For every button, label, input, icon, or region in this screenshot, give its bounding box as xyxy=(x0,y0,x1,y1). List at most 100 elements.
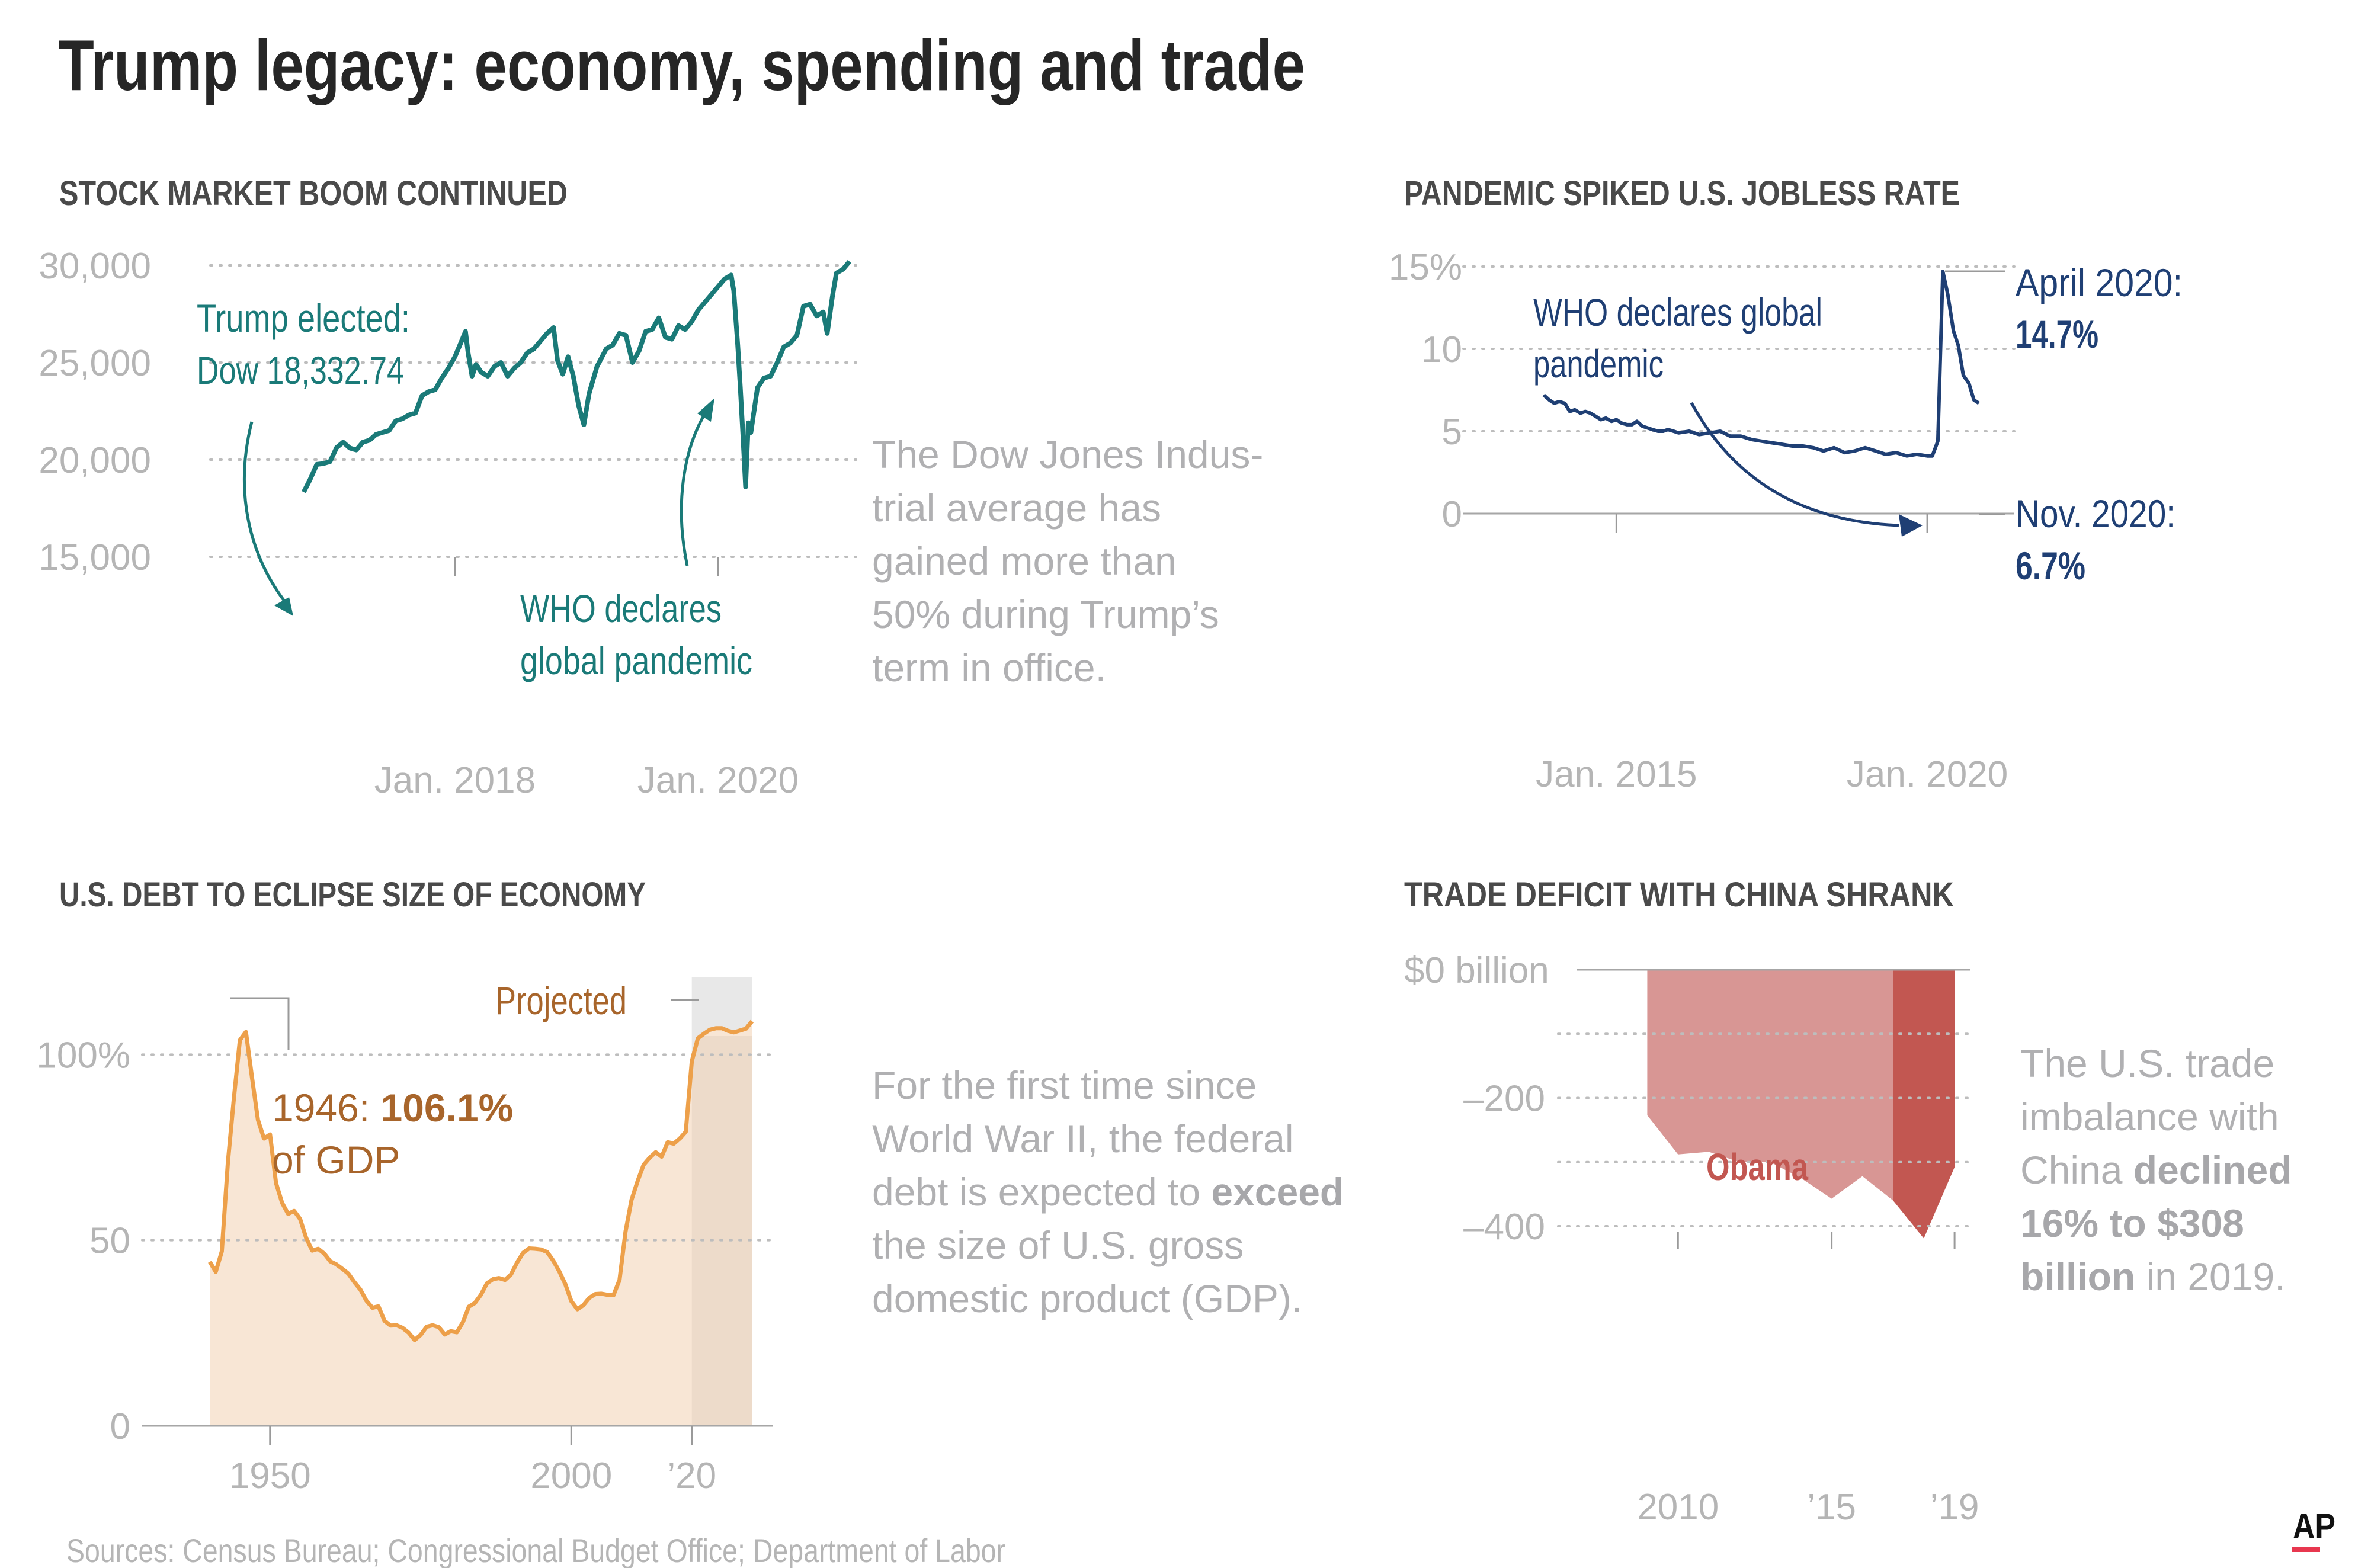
x-tick-label: ’19 xyxy=(1930,1487,1979,1528)
y-tick-label: 10 xyxy=(1421,329,1462,370)
description-text: 50% during Trump’s xyxy=(872,592,1219,636)
description-text: debt is expected to xyxy=(872,1170,1211,1214)
description-text: The U.S. trade xyxy=(2020,1041,2274,1085)
x-tick-label: ’20 xyxy=(667,1455,716,1496)
debt-projected-label: Projected xyxy=(495,979,627,1022)
y-tick-label: 25,000 xyxy=(39,343,151,384)
annotation-pandemic-line1: WHO declares xyxy=(520,586,722,630)
description-line: term in office. xyxy=(872,646,1106,690)
description-line: billion in 2019. xyxy=(2020,1255,2286,1298)
trade-x-axis: 2010 ’15 ’19 xyxy=(1637,1232,1979,1528)
stock-gridlines xyxy=(209,264,857,558)
description-line: imbalance with xyxy=(2020,1095,2279,1139)
y-tick-label: 5 xyxy=(1442,412,1462,453)
y-tick-label: 50 xyxy=(89,1221,130,1262)
description-line: World War II, the federal xyxy=(872,1117,1294,1160)
description-text: World War II, the federal xyxy=(872,1117,1294,1160)
annotation-trump-elected-line2: Dow 18,332.74 xyxy=(197,348,404,392)
jobless-annotation-line2: pandemic xyxy=(1533,342,1664,386)
x-tick-label: Jan. 2015 xyxy=(1536,754,1697,795)
description-text: gained more than xyxy=(872,539,1177,583)
description-line: domestic product (GDP). xyxy=(872,1277,1302,1320)
page-title: Trump legacy: economy, spending and trad… xyxy=(58,25,1305,105)
annotation-pandemic-line2: global pandemic xyxy=(520,639,752,682)
arrow-trump-elected-icon xyxy=(243,421,290,608)
trade-trump-area xyxy=(1893,970,1955,1239)
callout-april-value: 14.7% xyxy=(2016,312,2098,356)
x-tick-label: Jan. 2020 xyxy=(1847,754,2008,795)
annotation-1946-value: 106.1% xyxy=(381,1086,514,1130)
y-tick-label: 15,000 xyxy=(39,537,151,578)
annotation-1946-leader xyxy=(230,997,290,1050)
stock-series-line xyxy=(302,259,851,493)
arrowhead-pandemic-icon xyxy=(697,398,714,422)
trade-y-axis: $0 billion –200 –400 xyxy=(1404,950,1549,1248)
x-tick-label: 2000 xyxy=(530,1455,612,1496)
description-text: in 2019. xyxy=(2135,1255,2285,1298)
description-emphasis: billion xyxy=(2020,1255,2135,1298)
debt-panel: U.S. DEBT TO ECLIPSE SIZE OF ECONOMY 100… xyxy=(36,876,1344,1496)
description-emphasis: 16% to $308 xyxy=(2020,1201,2244,1245)
jobless-annotation-pandemic: WHO declares global pandemic xyxy=(1533,290,1923,537)
sources-note: Sources: Census Bureau; Congressional Bu… xyxy=(66,1532,1005,1568)
jobless-panel: PANDEMIC SPIKED U.S. JOBLESS RATE 15% 10 5… xyxy=(1389,174,2183,795)
trade-obama-label: Obama xyxy=(1706,1146,1808,1188)
description-line: debt is expected to exceed xyxy=(872,1170,1344,1214)
description-text: The Dow Jones Indus- xyxy=(872,432,1263,476)
arrowhead-jobless-pandemic-icon xyxy=(1899,514,1923,537)
x-tick-label: 1950 xyxy=(229,1455,311,1496)
y-tick-label: 20,000 xyxy=(39,440,151,481)
annotation-1946-unit: of GDP xyxy=(272,1138,400,1182)
description-text: China xyxy=(2020,1148,2133,1192)
stock-description: The Dow Jones Indus-trial average has gai… xyxy=(872,432,1263,690)
description-text: For the first time since xyxy=(872,1063,1257,1107)
stock-annotation-pandemic: WHO declares global pandemic xyxy=(520,398,752,682)
debt-y-axis: 100% 50 0 xyxy=(36,1035,130,1447)
description-text: term in office. xyxy=(872,646,1106,690)
trade-chart-title: TRADE DEFICIT WITH CHINA SHRANK xyxy=(1404,876,1954,914)
debt-x-axis: 1950 2000 ’20 xyxy=(229,1426,716,1496)
stock-annotation-trump-elected: Trump elected: Dow 18,332.74 xyxy=(197,296,410,616)
arrow-jobless-pandemic-icon xyxy=(1690,402,1899,527)
description-text: trial average has xyxy=(872,486,1161,530)
debt-annotation-1946: 1946: 106.1% of GDP xyxy=(230,997,513,1182)
description-line: For the first time since xyxy=(872,1063,1257,1107)
ap-logo: AP xyxy=(2292,1506,2335,1552)
trade-panel: TRADE DEFICIT WITH CHINA SHRANK $0 billi… xyxy=(1404,876,2292,1528)
description-text: the size of U.S. gross xyxy=(872,1223,1244,1267)
description-line: The U.S. trade xyxy=(2020,1041,2274,1085)
debt-description: For the first time since World War II, th… xyxy=(872,1063,1344,1320)
debt-projected-overlay xyxy=(691,1036,752,1426)
y-tick-label: 15% xyxy=(1389,247,1462,288)
description-text: domestic product (GDP). xyxy=(872,1277,1302,1320)
x-tick-label: Jan. 2020 xyxy=(637,760,799,801)
description-emphasis: declined xyxy=(2133,1148,2292,1192)
stock-chart-title: STOCK MARKET BOOM CONTINUED xyxy=(59,174,568,213)
arrowhead-trump-elected-icon xyxy=(274,597,293,616)
ap-logo-bar xyxy=(2292,1547,2320,1552)
jobless-series-line xyxy=(1542,270,1980,458)
jobless-y-axis: 15% 10 5 0 xyxy=(1389,247,1462,535)
description-line: the size of U.S. gross xyxy=(872,1223,1244,1267)
description-text: imbalance with xyxy=(2020,1095,2279,1139)
jobless-x-axis: Jan. 2015 Jan. 2020 xyxy=(1536,514,2008,795)
y-tick-label: –400 xyxy=(1463,1207,1545,1248)
stock-y-axis: 30,000 25,000 20,000 15,000 xyxy=(39,246,151,578)
trade-gridlines xyxy=(1557,969,1971,1227)
description-line: gained more than xyxy=(872,539,1177,583)
annotation-1946-year: 1946: xyxy=(272,1086,381,1130)
debt-series-line xyxy=(208,1019,754,1342)
trade-obama-area xyxy=(1647,970,1893,1201)
description-emphasis: exceed xyxy=(1211,1170,1344,1214)
description-line: The Dow Jones Indus- xyxy=(872,432,1263,476)
stock-panel: STOCK MARKET BOOM CONTINUED 30,000 25,000… xyxy=(39,174,1263,801)
jobless-callout-november: Nov. 2020: 6.7% xyxy=(1979,492,2175,588)
x-tick-label: 2010 xyxy=(1637,1487,1719,1528)
y-tick-label: –200 xyxy=(1463,1079,1545,1120)
debt-area-fill xyxy=(210,1021,752,1426)
debt-projected-label-group: Projected xyxy=(495,979,699,1022)
annotation-1946-label: 1946: 106.1% xyxy=(272,1086,513,1130)
jobless-annotation-line1: WHO declares global xyxy=(1533,290,1822,334)
y-tick-label: 30,000 xyxy=(39,246,151,287)
debt-chart-title: U.S. DEBT TO ECLIPSE SIZE OF ECONOMY xyxy=(59,876,646,914)
